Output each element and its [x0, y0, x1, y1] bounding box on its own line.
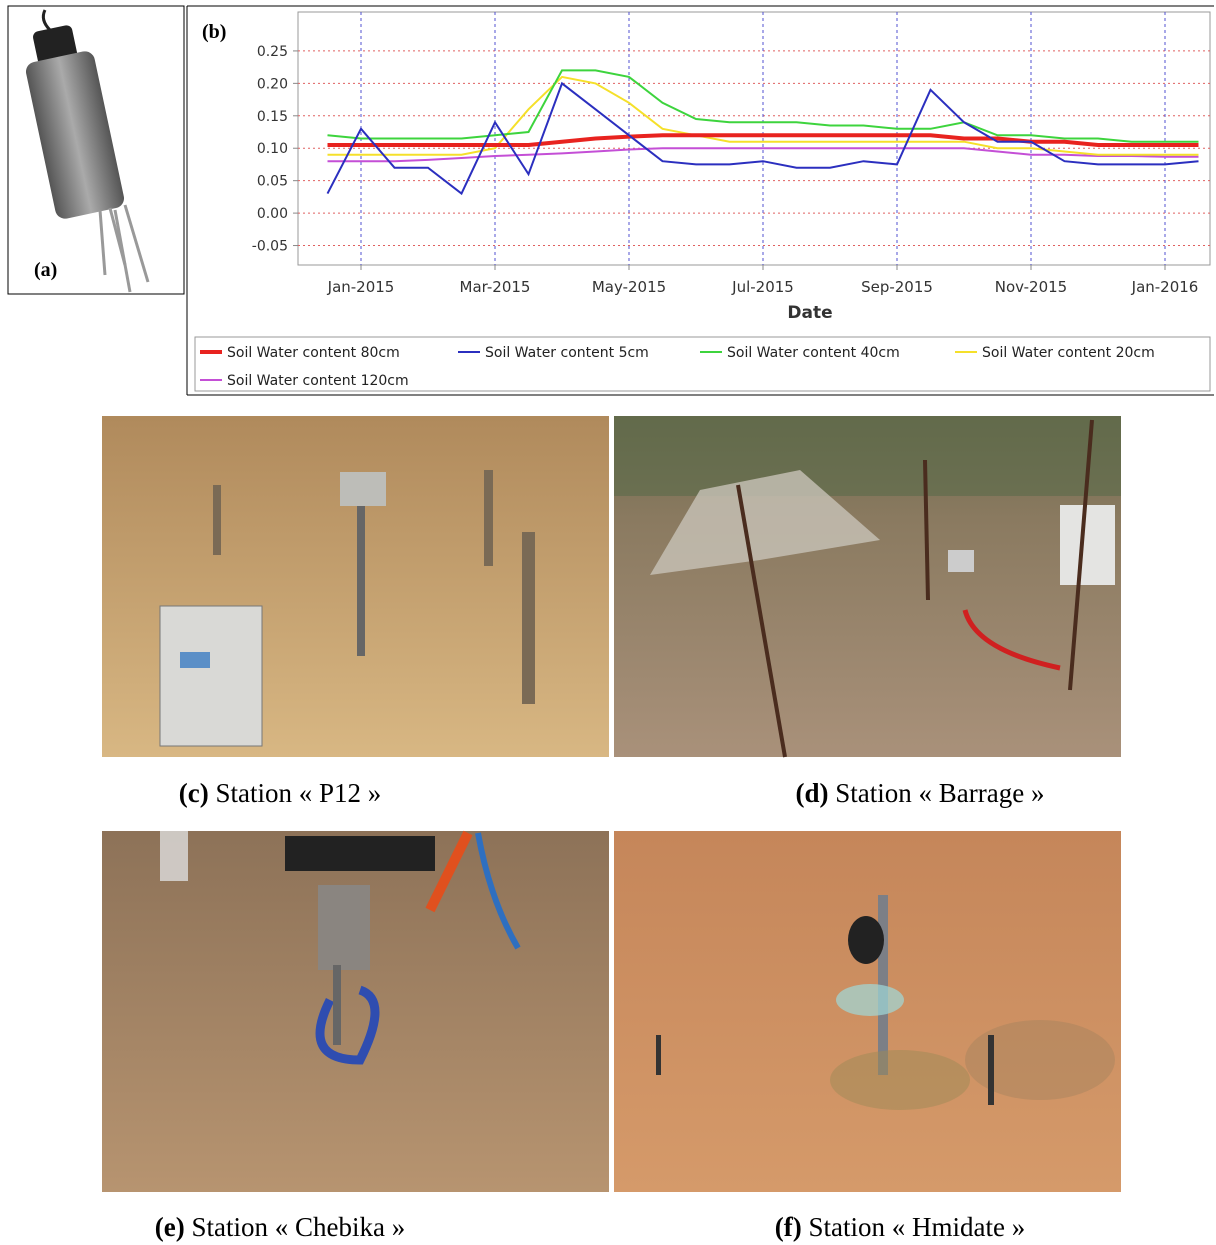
legend-label: Soil Water content 40cm [727, 345, 900, 361]
caption-text: Station « P12 » [215, 778, 381, 808]
x-tick-label: May-2015 [592, 278, 666, 296]
x-tick-label: Jan-2016 [1131, 278, 1199, 296]
legend-label: Soil Water content 5cm [485, 345, 649, 361]
x-tick-label: Nov-2015 [995, 278, 1067, 296]
y-tick-label: 0.25 [257, 44, 288, 60]
caption-text: Station « Chebika » [191, 1212, 405, 1242]
y-tick-label: 0.20 [257, 76, 288, 92]
photo-label: (e) [155, 1212, 185, 1242]
panel-label: (b) [202, 21, 226, 43]
figure: (a) (b) Date -0.05 0.00 0.05 0.10 0.15 0.20 0.… [0, 0, 1216, 1245]
y-tick-label: -0.05 [252, 239, 288, 255]
panel-label: (a) [34, 259, 57, 281]
y-tick-label: 0.10 [257, 141, 288, 157]
legend-label: Soil Water content 20cm [982, 345, 1155, 361]
photo [102, 416, 609, 757]
photo-label: (d) [796, 778, 829, 808]
caption-text: Station « Hmidate » [809, 1212, 1026, 1242]
photo [614, 416, 1121, 757]
photo-label: (f) [775, 1212, 802, 1242]
photo [102, 831, 609, 1192]
photo [614, 831, 1121, 1192]
legend-label: Soil Water content 80cm [227, 345, 400, 361]
x-tick-label: Jul-2015 [731, 278, 794, 296]
page: (a) (b) Date -0.05 0.00 0.05 0.10 0.15 0.20 0.… [0, 0, 1216, 1245]
photo-caption: (c) Station « P12 » [30, 778, 530, 809]
y-tick-label: 0.00 [257, 206, 288, 222]
x-tick-label: Jan-2015 [327, 278, 395, 296]
photo-caption: (e) Station « Chebika » [30, 1212, 530, 1243]
x-tick-label: Sep-2015 [861, 278, 933, 296]
y-tick-label: 0.05 [257, 174, 288, 190]
x-axis-title: Date [787, 303, 832, 323]
photo-caption: (f) Station « Hmidate » [650, 1212, 1150, 1243]
photo-caption: (d) Station « Barrage » [670, 778, 1170, 809]
caption-text: Station « Barrage » [835, 778, 1044, 808]
y-tick-label: 0.15 [257, 109, 288, 125]
x-tick-label: Mar-2015 [460, 278, 531, 296]
legend-label: Soil Water content 120cm [227, 373, 409, 389]
photo-label: (c) [179, 778, 209, 808]
